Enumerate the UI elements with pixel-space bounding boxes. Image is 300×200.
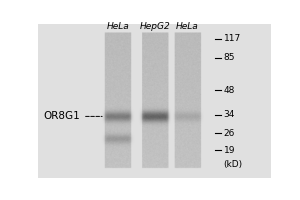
Text: OR8G1: OR8G1 [44, 111, 80, 121]
Text: 117: 117 [224, 34, 241, 43]
Text: (kD): (kD) [224, 160, 243, 169]
Text: 85: 85 [224, 53, 235, 62]
Text: 48: 48 [224, 86, 235, 95]
Text: HepG2: HepG2 [140, 22, 170, 31]
Text: HeLa: HeLa [176, 22, 199, 31]
Text: 34: 34 [224, 110, 235, 119]
Text: 26: 26 [224, 129, 235, 138]
Text: 19: 19 [224, 146, 235, 155]
Text: HeLa: HeLa [106, 22, 129, 31]
